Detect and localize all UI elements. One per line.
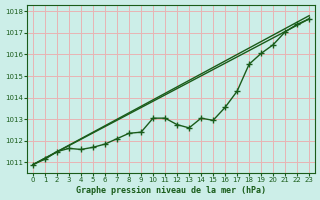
X-axis label: Graphe pression niveau de la mer (hPa): Graphe pression niveau de la mer (hPa): [76, 186, 266, 195]
